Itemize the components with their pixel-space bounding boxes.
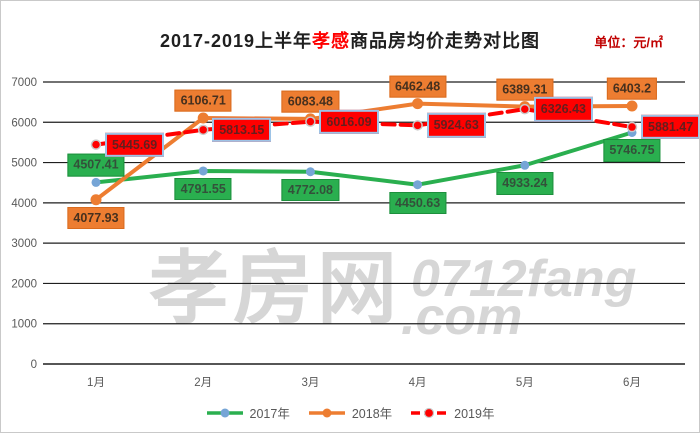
x-axis-label: 2月: [194, 377, 212, 389]
title-prefix: 2017-2019上半年: [159, 31, 313, 51]
legend-marker-icon: [206, 408, 243, 417]
data-point: [626, 121, 638, 133]
legend-item-2018年: 2018年: [308, 403, 392, 422]
y-axis-label: 3000: [11, 238, 37, 250]
title-highlight: 孝感: [312, 31, 351, 51]
data-point: [412, 120, 423, 131]
watermark-tld: .com: [401, 288, 523, 346]
data-point: [519, 103, 531, 115]
series-line-2017年: [94, 130, 634, 187]
data-point: [197, 124, 209, 136]
unit-label: 单位：元/㎡: [594, 35, 663, 50]
legend-label: 2017年: [249, 407, 290, 421]
y-axis-label: 6000: [11, 117, 37, 129]
watermark-latin: 0712fang: [411, 250, 637, 308]
x-axis-label: 4月: [409, 377, 427, 389]
watermark-chinese: 孝房网: [149, 244, 401, 333]
legend-item-2019年: 2019年: [410, 403, 494, 422]
y-axis-label: 7000: [11, 77, 37, 89]
y-axis-label: 1000: [11, 319, 37, 331]
x-axis-label: 5月: [516, 377, 534, 389]
legend-label: 2019年: [454, 407, 495, 421]
legend-marker-icon: [411, 407, 448, 418]
data-point: [198, 166, 208, 176]
x-axis-label: 1月: [87, 377, 105, 389]
series-line-2018年: [94, 101, 634, 202]
data-point: [413, 180, 423, 190]
y-axis-label: 5000: [11, 158, 37, 170]
data-point: [197, 112, 209, 124]
legend: 2017年 2018年 2019年: [1, 403, 699, 422]
data-point: [90, 139, 102, 150]
chart-title: 2017-2019上半年孝感商品房均价走势对比图: [1, 27, 699, 53]
data-point: [520, 160, 530, 170]
y-axis-label: 2000: [11, 278, 37, 290]
legend-label: 2018年: [351, 407, 393, 421]
data-point: [91, 177, 101, 187]
y-axis-label: 0: [31, 359, 37, 371]
data-point: [305, 167, 315, 177]
title-suffix: 商品房均价走势对比图: [350, 31, 541, 51]
data-point: [626, 100, 638, 112]
legend-item-2017年: 2017年: [206, 403, 290, 422]
x-axis-label: 3月: [301, 377, 319, 389]
x-axis-label: 6月: [623, 377, 641, 389]
legend-marker-icon: [308, 408, 345, 417]
data-point: [412, 98, 424, 110]
data-point: [305, 116, 316, 127]
data-point: [90, 194, 102, 206]
y-axis-label: 4000: [11, 198, 37, 210]
